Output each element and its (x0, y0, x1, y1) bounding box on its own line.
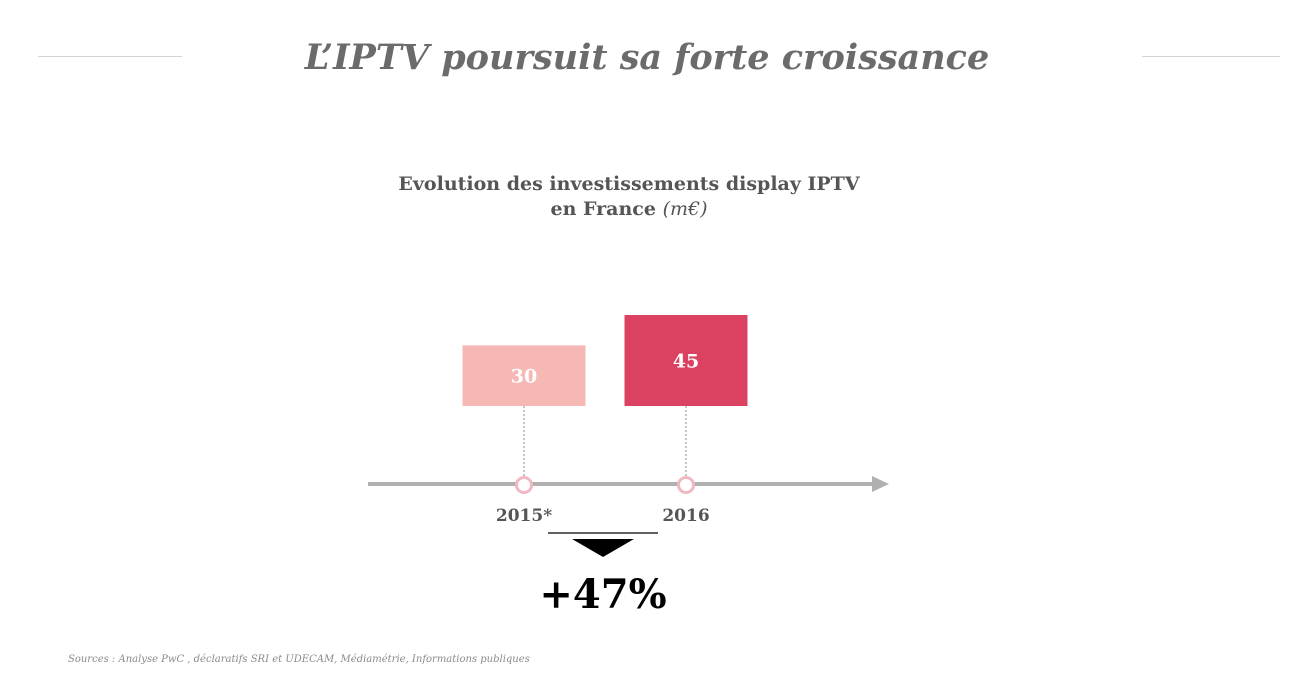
chart-subtitle-line: en France (m€) (0, 197, 1258, 222)
title-divider-left (38, 56, 182, 57)
title-divider-right (1142, 56, 1280, 57)
growth-label: +47% (539, 571, 666, 618)
bar-value-label: 45 (673, 351, 699, 373)
chart-title: Evolution des investissements display IP… (398, 173, 860, 195)
year-tick-label: 2016 (662, 506, 709, 526)
timeline-marker (515, 476, 533, 494)
chart-title-block: Evolution des investissements display IP… (0, 172, 1258, 222)
bar-value-label: 30 (511, 366, 537, 388)
bar-2015 (462, 345, 586, 406)
bars-layer: 30 2015* 45 2016 (462, 315, 748, 526)
timeline-marker (677, 476, 695, 494)
year-tick-label: 2015* (496, 506, 552, 526)
bar-2016 (624, 315, 748, 406)
chart-unit: (m€) (662, 198, 708, 220)
chart-subtitle: en France (550, 198, 656, 220)
page-title: L’IPTV poursuit sa forte croissance (304, 37, 990, 78)
timeline-arrowhead-icon (872, 476, 889, 492)
growth-down-arrow-icon (572, 539, 634, 557)
sources-note: Sources : Analyse PwC , déclaratifs SRI … (68, 654, 530, 665)
